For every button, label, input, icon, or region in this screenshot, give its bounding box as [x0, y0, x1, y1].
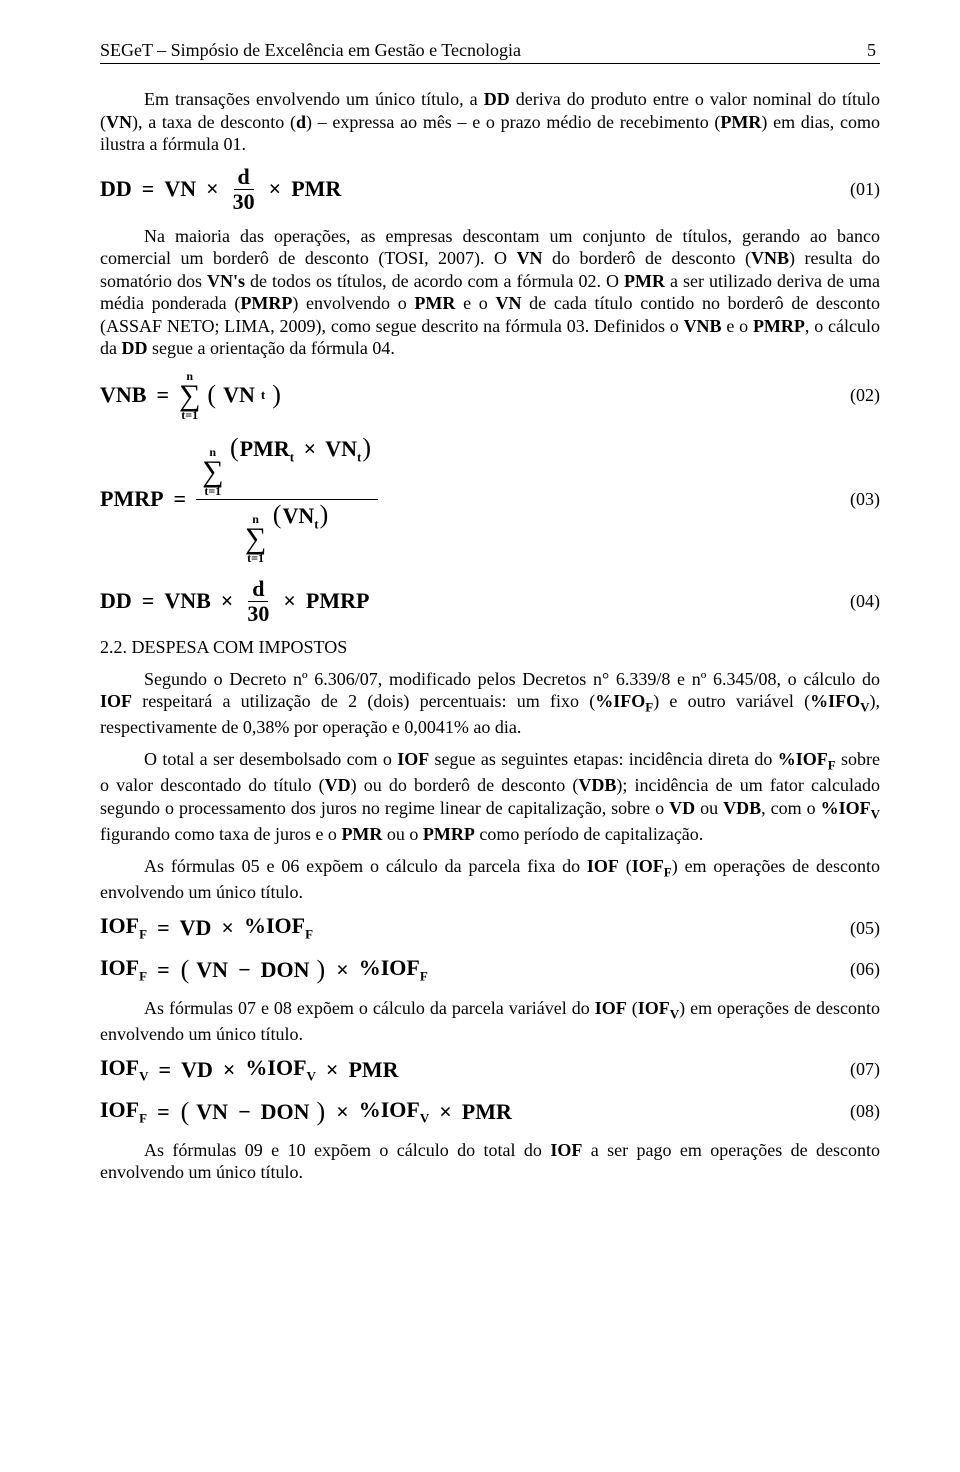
formula-08-row: IOFF = (VN − DON) × %IOFV × PMR (08): [100, 1097, 880, 1127]
f06-lhs: IOF: [100, 955, 139, 980]
f03-number: (03): [850, 489, 880, 510]
f08-pct-sub: V: [420, 1110, 429, 1125]
f02-lower: t=1: [181, 409, 198, 421]
f04-lhs: DD: [100, 588, 132, 614]
formula-02: VNB = n ∑ t=1 ( VNt ): [100, 370, 282, 421]
f05-pct: %IOF: [244, 913, 305, 938]
paragraph-intro-dd: Em transações envolvendo um único título…: [100, 88, 880, 156]
f03-lower-bot: t=1: [247, 552, 264, 564]
f05-number: (05): [850, 918, 880, 939]
f03-pmr-sub: t: [290, 449, 294, 464]
f03-pmr: PMR: [240, 436, 290, 461]
paragraph-f07-08: As fórmulas 07 e 08 expõem o cálculo da …: [100, 997, 880, 1045]
formula-06: IOFF = (VN − DON) × %IOFF: [100, 955, 428, 985]
f07-number: (07): [850, 1059, 880, 1080]
f08-lhs-sub: F: [139, 1110, 147, 1125]
f04-number: (04): [850, 591, 880, 612]
f07-pmr: PMR: [348, 1057, 398, 1083]
formula-03: PMRP = n ∑ t=1 (PMRt × VNt) n ∑: [100, 433, 378, 566]
f04-pmrp: PMRP: [306, 588, 370, 614]
f06-don: DON: [261, 957, 310, 983]
f01-frac-num: d: [234, 166, 254, 190]
f01-vn: VN: [164, 176, 196, 202]
f07-pct-sub: V: [307, 1069, 316, 1084]
f08-vn: VN: [196, 1099, 228, 1125]
f02-number: (02): [850, 385, 880, 406]
formula-02-row: VNB = n ∑ t=1 ( VNt ) (02): [100, 370, 880, 421]
formula-01: DD = VN × d 30 × PMR: [100, 166, 341, 213]
f02-vn-sub: t: [261, 387, 265, 403]
page-number: 5: [867, 40, 880, 61]
header-title: SEGeT – Simpósio de Excelência em Gestão…: [100, 40, 521, 61]
f06-vn: VN: [196, 957, 228, 983]
f08-pct: %IOF: [359, 1097, 420, 1122]
section-2-2-title: 2.2. DESPESA COM IMPOSTOS: [100, 637, 880, 658]
f03-sigma-bot: n ∑ t=1: [245, 513, 266, 564]
formula-01-row: DD = VN × d 30 × PMR (01): [100, 166, 880, 213]
formula-06-row: IOFF = (VN − DON) × %IOFF (06): [100, 955, 880, 985]
f01-frac: d 30: [229, 166, 259, 213]
f05-lhs-sub: F: [139, 927, 147, 942]
f08-don: DON: [261, 1099, 310, 1125]
f07-lhs: IOF: [100, 1055, 139, 1080]
f04-vnb: VNB: [164, 588, 210, 614]
f04-frac-num: d: [248, 578, 268, 602]
f07-pct: %IOF: [245, 1055, 306, 1080]
f02-sigma: n ∑ t=1: [179, 370, 200, 421]
f04-frac: d 30: [243, 578, 273, 625]
formula-08: IOFF = (VN − DON) × %IOFV × PMR: [100, 1097, 512, 1127]
formula-07-row: IOFV = VD × %IOFV × PMR (07): [100, 1055, 880, 1084]
f03-vn-bot: VN: [282, 503, 314, 528]
paragraph-decreto: Segundo o Decreto nº 6.306/07, modificad…: [100, 668, 880, 739]
f06-pct-sub: F: [420, 968, 428, 983]
paragraph-f05-06: As fórmulas 05 e 06 expõem o cálculo da …: [100, 855, 880, 903]
f07-vd: VD: [181, 1057, 213, 1083]
f05-vd: VD: [180, 915, 212, 941]
f01-frac-den: 30: [229, 190, 259, 213]
paragraph-f09-10: As fórmulas 09 e 10 expõem o cálculo do …: [100, 1139, 880, 1184]
f03-lhs: PMRP: [100, 486, 164, 512]
f06-number: (06): [850, 959, 880, 980]
formula-04-row: DD = VNB × d 30 × PMRP (04): [100, 578, 880, 625]
f06-pct: %IOF: [359, 955, 420, 980]
paragraph-iof-etapas: O total a ser desembolsado com o IOF seg…: [100, 748, 880, 845]
f03-lower-top: t=1: [204, 485, 221, 497]
page: SEGeT – Simpósio de Excelência em Gestão…: [0, 0, 960, 1472]
page-header: SEGeT – Simpósio de Excelência em Gestão…: [100, 40, 880, 64]
f05-lhs: IOF: [100, 913, 139, 938]
f02-vn: VN: [223, 382, 255, 408]
f04-frac-den: 30: [243, 602, 273, 625]
f05-pct-sub: F: [305, 927, 313, 942]
paragraph-bordero: Na maioria das operações, as empresas de…: [100, 225, 880, 360]
formula-05-row: IOFF = VD × %IOFF (05): [100, 913, 880, 942]
f03-vn-top: VN: [325, 436, 357, 461]
formula-05: IOFF = VD × %IOFF: [100, 913, 313, 942]
f01-number: (01): [850, 179, 880, 200]
f03-sigma-top: n ∑ t=1: [202, 446, 223, 497]
f01-lhs: DD: [100, 176, 132, 202]
f08-number: (08): [850, 1101, 880, 1122]
formula-07: IOFV = VD × %IOFV × PMR: [100, 1055, 399, 1084]
f03-bigfrac: n ∑ t=1 (PMRt × VNt) n ∑ t=1 (VNt): [196, 433, 378, 566]
f08-lhs: IOF: [100, 1097, 139, 1122]
f08-pmr: PMR: [462, 1099, 512, 1125]
f03-vn-bot-sub: t: [314, 516, 318, 531]
formula-04: DD = VNB × d 30 × PMRP: [100, 578, 369, 625]
f01-pmr: PMR: [291, 176, 341, 202]
f02-lhs: VNB: [100, 382, 146, 408]
f06-lhs-sub: F: [139, 968, 147, 983]
f07-lhs-sub: V: [139, 1069, 148, 1084]
formula-03-row: PMRP = n ∑ t=1 (PMRt × VNt) n ∑: [100, 433, 880, 566]
